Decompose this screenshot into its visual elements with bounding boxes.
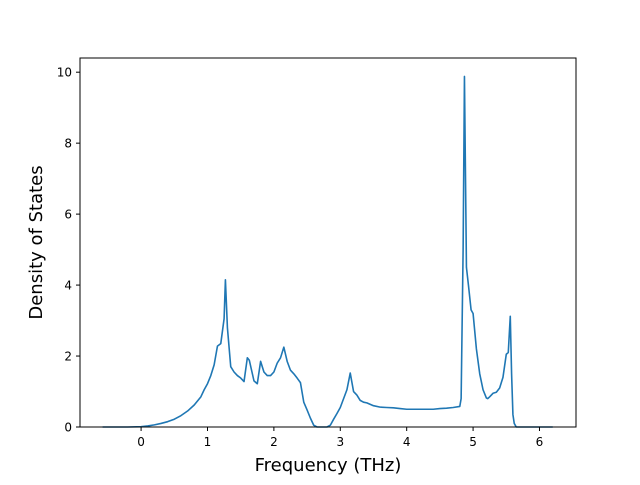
y-tick-label: 4 (64, 279, 72, 293)
plot-frame (79, 57, 577, 428)
y-tick-label: 0 (64, 421, 72, 435)
x-axis-ticks: 0 1 2 3 4 5 6 (137, 427, 543, 449)
plot-area (80, 58, 576, 427)
y-tick-label: 6 (64, 208, 72, 222)
x-tick-label: 0 (137, 435, 145, 449)
x-tick-label: 5 (469, 435, 477, 449)
y-tick-label: 2 (64, 350, 72, 364)
y-tick-label: 8 (64, 137, 72, 151)
x-tick-label: 6 (536, 435, 544, 449)
x-tick-label: 1 (204, 435, 212, 449)
y-axis-label: Density of States (26, 165, 47, 319)
x-tick-label: 4 (403, 435, 411, 449)
x-tick-label: 2 (270, 435, 278, 449)
x-tick-label: 3 (336, 435, 344, 449)
x-axis-label: Frequency (THz) (255, 455, 402, 476)
y-axis-ticks: 0 2 4 6 8 10 (57, 66, 80, 435)
dos-series-line-0 (102, 75, 553, 428)
series-layer (102, 75, 553, 428)
y-tick-label: 10 (57, 66, 72, 80)
